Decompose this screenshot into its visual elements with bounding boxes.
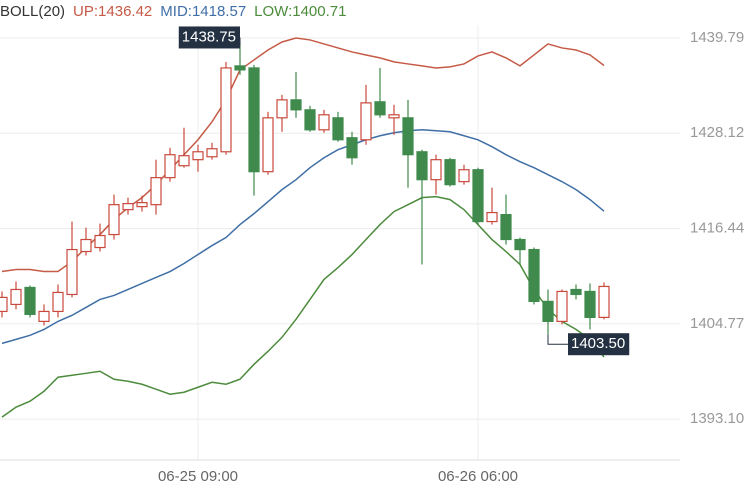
candle-body <box>150 177 162 206</box>
candle-body <box>514 238 526 251</box>
candle-body <box>388 114 400 119</box>
candle-body <box>304 109 316 131</box>
candle-body <box>346 137 358 159</box>
candle-body <box>318 114 330 131</box>
legend-entry: LOW:1400.71 <box>254 3 346 20</box>
band-line <box>1 129 605 345</box>
y-tick-label: 1393.10 <box>690 410 744 427</box>
candle-body <box>584 290 596 318</box>
candle-body <box>458 169 470 183</box>
candle-body <box>276 99 288 119</box>
legend-entry: MID:1418.57 <box>160 3 246 20</box>
candle-body <box>374 101 386 116</box>
candle-body <box>38 310 50 322</box>
annotation-box <box>178 26 240 49</box>
candle-body <box>430 159 442 181</box>
candle-body <box>262 117 274 173</box>
candle-body <box>178 155 190 167</box>
x-tick-label: 06-25 09:00 <box>158 468 238 485</box>
annotation-label: 1403.50 <box>571 335 625 352</box>
candle-body <box>94 234 106 249</box>
candle-body <box>24 286 36 315</box>
candle-body <box>66 248 78 296</box>
candle-body <box>52 291 64 313</box>
y-tick-label: 1439.79 <box>690 29 744 46</box>
candle-body <box>444 159 456 186</box>
candle-body <box>108 204 120 236</box>
x-tick-label: 06-26 06:00 <box>438 468 518 485</box>
candle-body <box>234 65 246 71</box>
y-tick-label: 1428.12 <box>690 124 744 141</box>
candle-body <box>164 154 176 179</box>
candle-body <box>528 248 540 302</box>
candle-body <box>332 117 344 141</box>
annotation-box <box>568 333 630 356</box>
chart-title: BOLL(20) <box>0 3 65 20</box>
high-annotation: 1438.75 <box>178 26 241 49</box>
candle-body <box>248 67 260 173</box>
candle-body <box>472 169 484 223</box>
band-line <box>1 195 605 418</box>
candle-body <box>416 151 428 181</box>
legend-entry: UP:1436.42 <box>73 3 152 20</box>
band-line <box>1 37 605 273</box>
candle-body <box>598 285 610 318</box>
y-tick-label: 1416.44 <box>690 220 744 237</box>
candle-body <box>290 99 302 111</box>
candle-body <box>0 296 8 313</box>
y-tick-label: 1404.77 <box>690 315 744 332</box>
candle-body <box>192 151 204 161</box>
candle-body <box>136 202 148 208</box>
candle-body <box>500 214 512 241</box>
candle-body <box>122 203 134 211</box>
candle-body <box>402 117 414 156</box>
candle-body <box>556 290 568 322</box>
candle-body <box>220 67 232 153</box>
candle-body <box>486 211 498 223</box>
candle-body <box>542 300 554 322</box>
annotation-line <box>547 334 568 345</box>
annotation-label: 1438.75 <box>182 28 236 45</box>
candle-body <box>80 238 92 253</box>
candle-body <box>206 148 218 158</box>
candle-body <box>360 102 372 141</box>
candle-body <box>10 288 22 306</box>
candle-body <box>570 288 582 296</box>
low-annotation: 1403.50 <box>547 333 630 356</box>
